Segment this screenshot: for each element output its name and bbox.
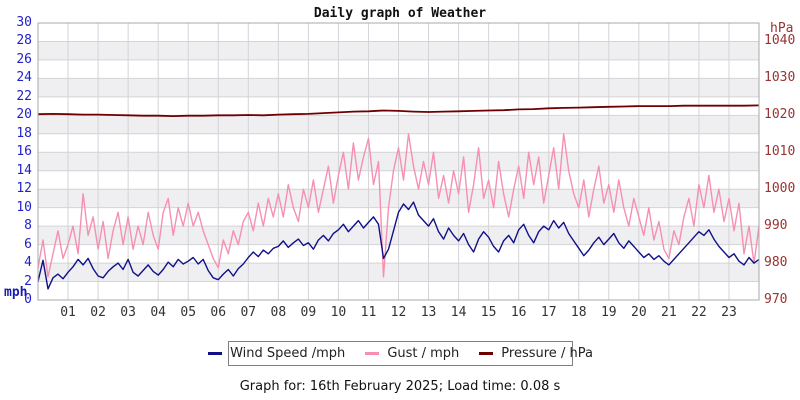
legend-label-gust: Gust / mph [387, 346, 460, 361]
x-axis-tick-label: 21 [661, 305, 677, 320]
x-axis-tick-label: 05 [180, 305, 197, 320]
left-axis-tick-label: 22 [16, 88, 32, 104]
right-axis-tick-label: 980 [764, 255, 788, 271]
x-axis-tick-label: 14 [450, 305, 467, 320]
x-axis-tick-label: 11 [360, 305, 377, 320]
legend-label-wind-speed: Wind Speed /mph [230, 346, 346, 361]
left-axis-tick-label: 30 [16, 15, 32, 30]
x-axis-tick-label: 02 [90, 305, 106, 320]
x-axis-tick-label: 04 [150, 305, 166, 320]
x-axis-tick-label: 22 [691, 305, 707, 320]
x-axis-tick-label: 15 [480, 305, 497, 320]
right-axis-tick-label: 1020 [764, 107, 796, 123]
right-axis-tick-label: 1010 [764, 144, 796, 160]
legend-item-gust: Gust / mph [365, 346, 459, 361]
right-axis-tick-label: 970 [764, 292, 788, 307]
x-axis-tick-label: 23 [721, 305, 737, 320]
left-axis-tick-label: 2 [24, 273, 32, 289]
x-axis-tick-label: 07 [240, 305, 257, 320]
left-axis-tick-label: 4 [24, 255, 32, 271]
right-axis-tick-label: 1030 [764, 70, 796, 86]
footer-status: Graph for: 16th February 2025; Load time… [239, 379, 561, 394]
left-axis-tick-label: 8 [24, 218, 32, 234]
left-axis-tick-label: 28 [16, 33, 32, 49]
legend: Wind Speed /mph Gust / mph Pressure / hP… [208, 341, 593, 366]
right-axis-tick-label: 1000 [764, 181, 796, 197]
legend-label-pressure: Pressure / hPa [501, 346, 593, 361]
x-axis-tick-label: 13 [420, 305, 437, 320]
left-axis-tick-label: 12 [16, 181, 32, 197]
x-axis-tick-label: 12 [390, 305, 407, 320]
gust-line-swatch-icon [365, 352, 380, 355]
legend-item-pressure: Pressure / hPa [479, 346, 593, 361]
left-axis-tick-label: 24 [16, 70, 32, 86]
x-axis-tick-label: 09 [300, 305, 317, 320]
legend-item-wind-speed: Wind Speed /mph [208, 346, 345, 361]
left-axis-tick-label: 14 [16, 162, 32, 178]
left-axis-tick-label: 20 [16, 107, 32, 123]
left-axis-tick-label: 10 [16, 199, 32, 215]
left-axis-unit-label: mph [4, 285, 28, 300]
pressure-line-swatch-icon [479, 352, 494, 355]
right-axis-tick-label: 1040 [764, 33, 796, 49]
x-axis-tick-label: 17 [540, 305, 557, 320]
right-axis-unit-label: hPa [770, 21, 794, 36]
left-axis-tick-label: 26 [16, 51, 32, 67]
chart-title: Daily graph of Weather [313, 6, 487, 21]
wind-speed-line-swatch-icon [208, 352, 223, 355]
x-axis-tick-label: 19 [600, 305, 617, 320]
left-axis-tick-label: 16 [16, 144, 32, 160]
left-axis-tick-label: 18 [16, 125, 32, 141]
x-axis-tick-label: 16 [510, 305, 527, 320]
left-axis-tick-label: 0 [24, 292, 32, 307]
x-axis-tick-label: 20 [631, 305, 647, 320]
x-axis-tick-label: 08 [270, 305, 287, 320]
x-axis-tick-label: 10 [330, 305, 347, 320]
x-axis-tick-label: 06 [210, 305, 227, 320]
x-axis-tick-label: 03 [120, 305, 136, 320]
chart-plot-area [37, 22, 760, 301]
x-axis-tick-label: 18 [570, 305, 587, 320]
right-axis-tick-label: 990 [764, 218, 788, 234]
x-axis-tick-label: 01 [60, 305, 76, 320]
left-axis-tick-label: 6 [24, 236, 32, 252]
